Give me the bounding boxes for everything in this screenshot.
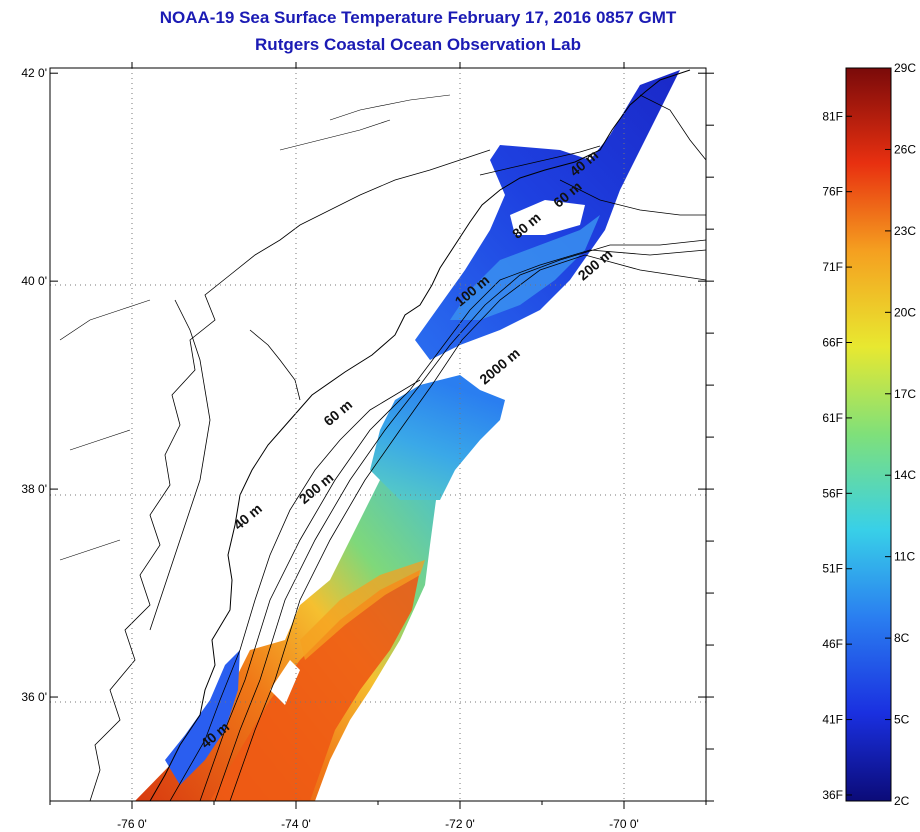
sst-coastal-cold — [165, 650, 240, 785]
lat-tick-label: 36 0' — [21, 690, 47, 704]
celsius-tick-label: 2C — [894, 794, 910, 808]
fahrenheit-tick-label: 51F — [822, 562, 843, 576]
delaware-bay — [249, 329, 301, 401]
cloud-gap-south — [270, 660, 300, 705]
fahrenheit-tick-label: 61F — [822, 411, 843, 425]
lat-tick-label: 42 0' — [21, 66, 47, 80]
celsius-tick-label: 26C — [894, 142, 916, 156]
fahrenheit-tick-label: 76F — [822, 185, 843, 199]
lat-tick-label: 40 0' — [21, 274, 47, 288]
long-island — [479, 145, 601, 176]
rivers — [59, 94, 451, 561]
isobath-label: 60 m — [320, 396, 355, 429]
cloud-gap — [510, 200, 585, 235]
chesapeake-bay — [149, 299, 211, 631]
map-ticks: 42 0' 40 0' 38 0' 36 0' -76 0' -74 0' -72 0' -7… — [21, 62, 714, 831]
lon-tick-label: -74 0' — [281, 817, 311, 831]
sst-swath-mid — [370, 375, 505, 500]
celsius-tick-label: 14C — [894, 468, 916, 482]
fahrenheit-tick-label: 41F — [822, 713, 843, 727]
colorbar-ticks: 29C 26C 23C 20C 17C 14C 11C 8C 5C 2C 81F 76F 71F 66F 6… — [822, 61, 916, 808]
fahrenheit-tick-label: 71F — [822, 260, 843, 274]
coastline — [149, 69, 691, 801]
fahrenheit-tick-label: 56F — [822, 486, 843, 500]
isobath-label: 40 m — [230, 500, 265, 533]
celsius-tick-label: 8C — [894, 631, 910, 645]
sst-warm-band — [300, 560, 425, 660]
coastline-bays — [89, 149, 491, 801]
fahrenheit-tick-label: 46F — [822, 637, 843, 651]
lat-tick-label: 38 0' — [21, 482, 47, 496]
fahrenheit-tick-label: 81F — [822, 109, 843, 123]
graticule — [50, 68, 706, 801]
celsius-tick-label: 20C — [894, 305, 916, 319]
celsius-tick-label: 11C — [894, 550, 915, 564]
isobath-lines — [169, 94, 706, 801]
celsius-tick-label: 23C — [894, 224, 916, 238]
sst-warm-core — [210, 570, 420, 801]
celsius-tick-label: 5C — [894, 713, 910, 727]
fahrenheit-tick-label: 66F — [822, 335, 843, 349]
sst-north-light — [450, 215, 600, 320]
map-title: NOAA-19 Sea Surface Temperature February… — [159, 8, 677, 27]
fahrenheit-tick-label: 36F — [822, 788, 843, 802]
colorbar — [845, 67, 892, 802]
isobath-label: 2000 m — [476, 345, 523, 388]
lon-tick-label: -76 0' — [117, 817, 147, 831]
lon-tick-label: -72 0' — [445, 817, 475, 831]
lon-tick-label: -70 0' — [609, 817, 639, 831]
celsius-tick-label: 17C — [894, 387, 916, 401]
sst-swath-south — [135, 420, 440, 801]
celsius-tick-label: 29C — [894, 61, 916, 75]
map-subtitle: Rutgers Coastal Ocean Observation Lab — [255, 35, 581, 54]
